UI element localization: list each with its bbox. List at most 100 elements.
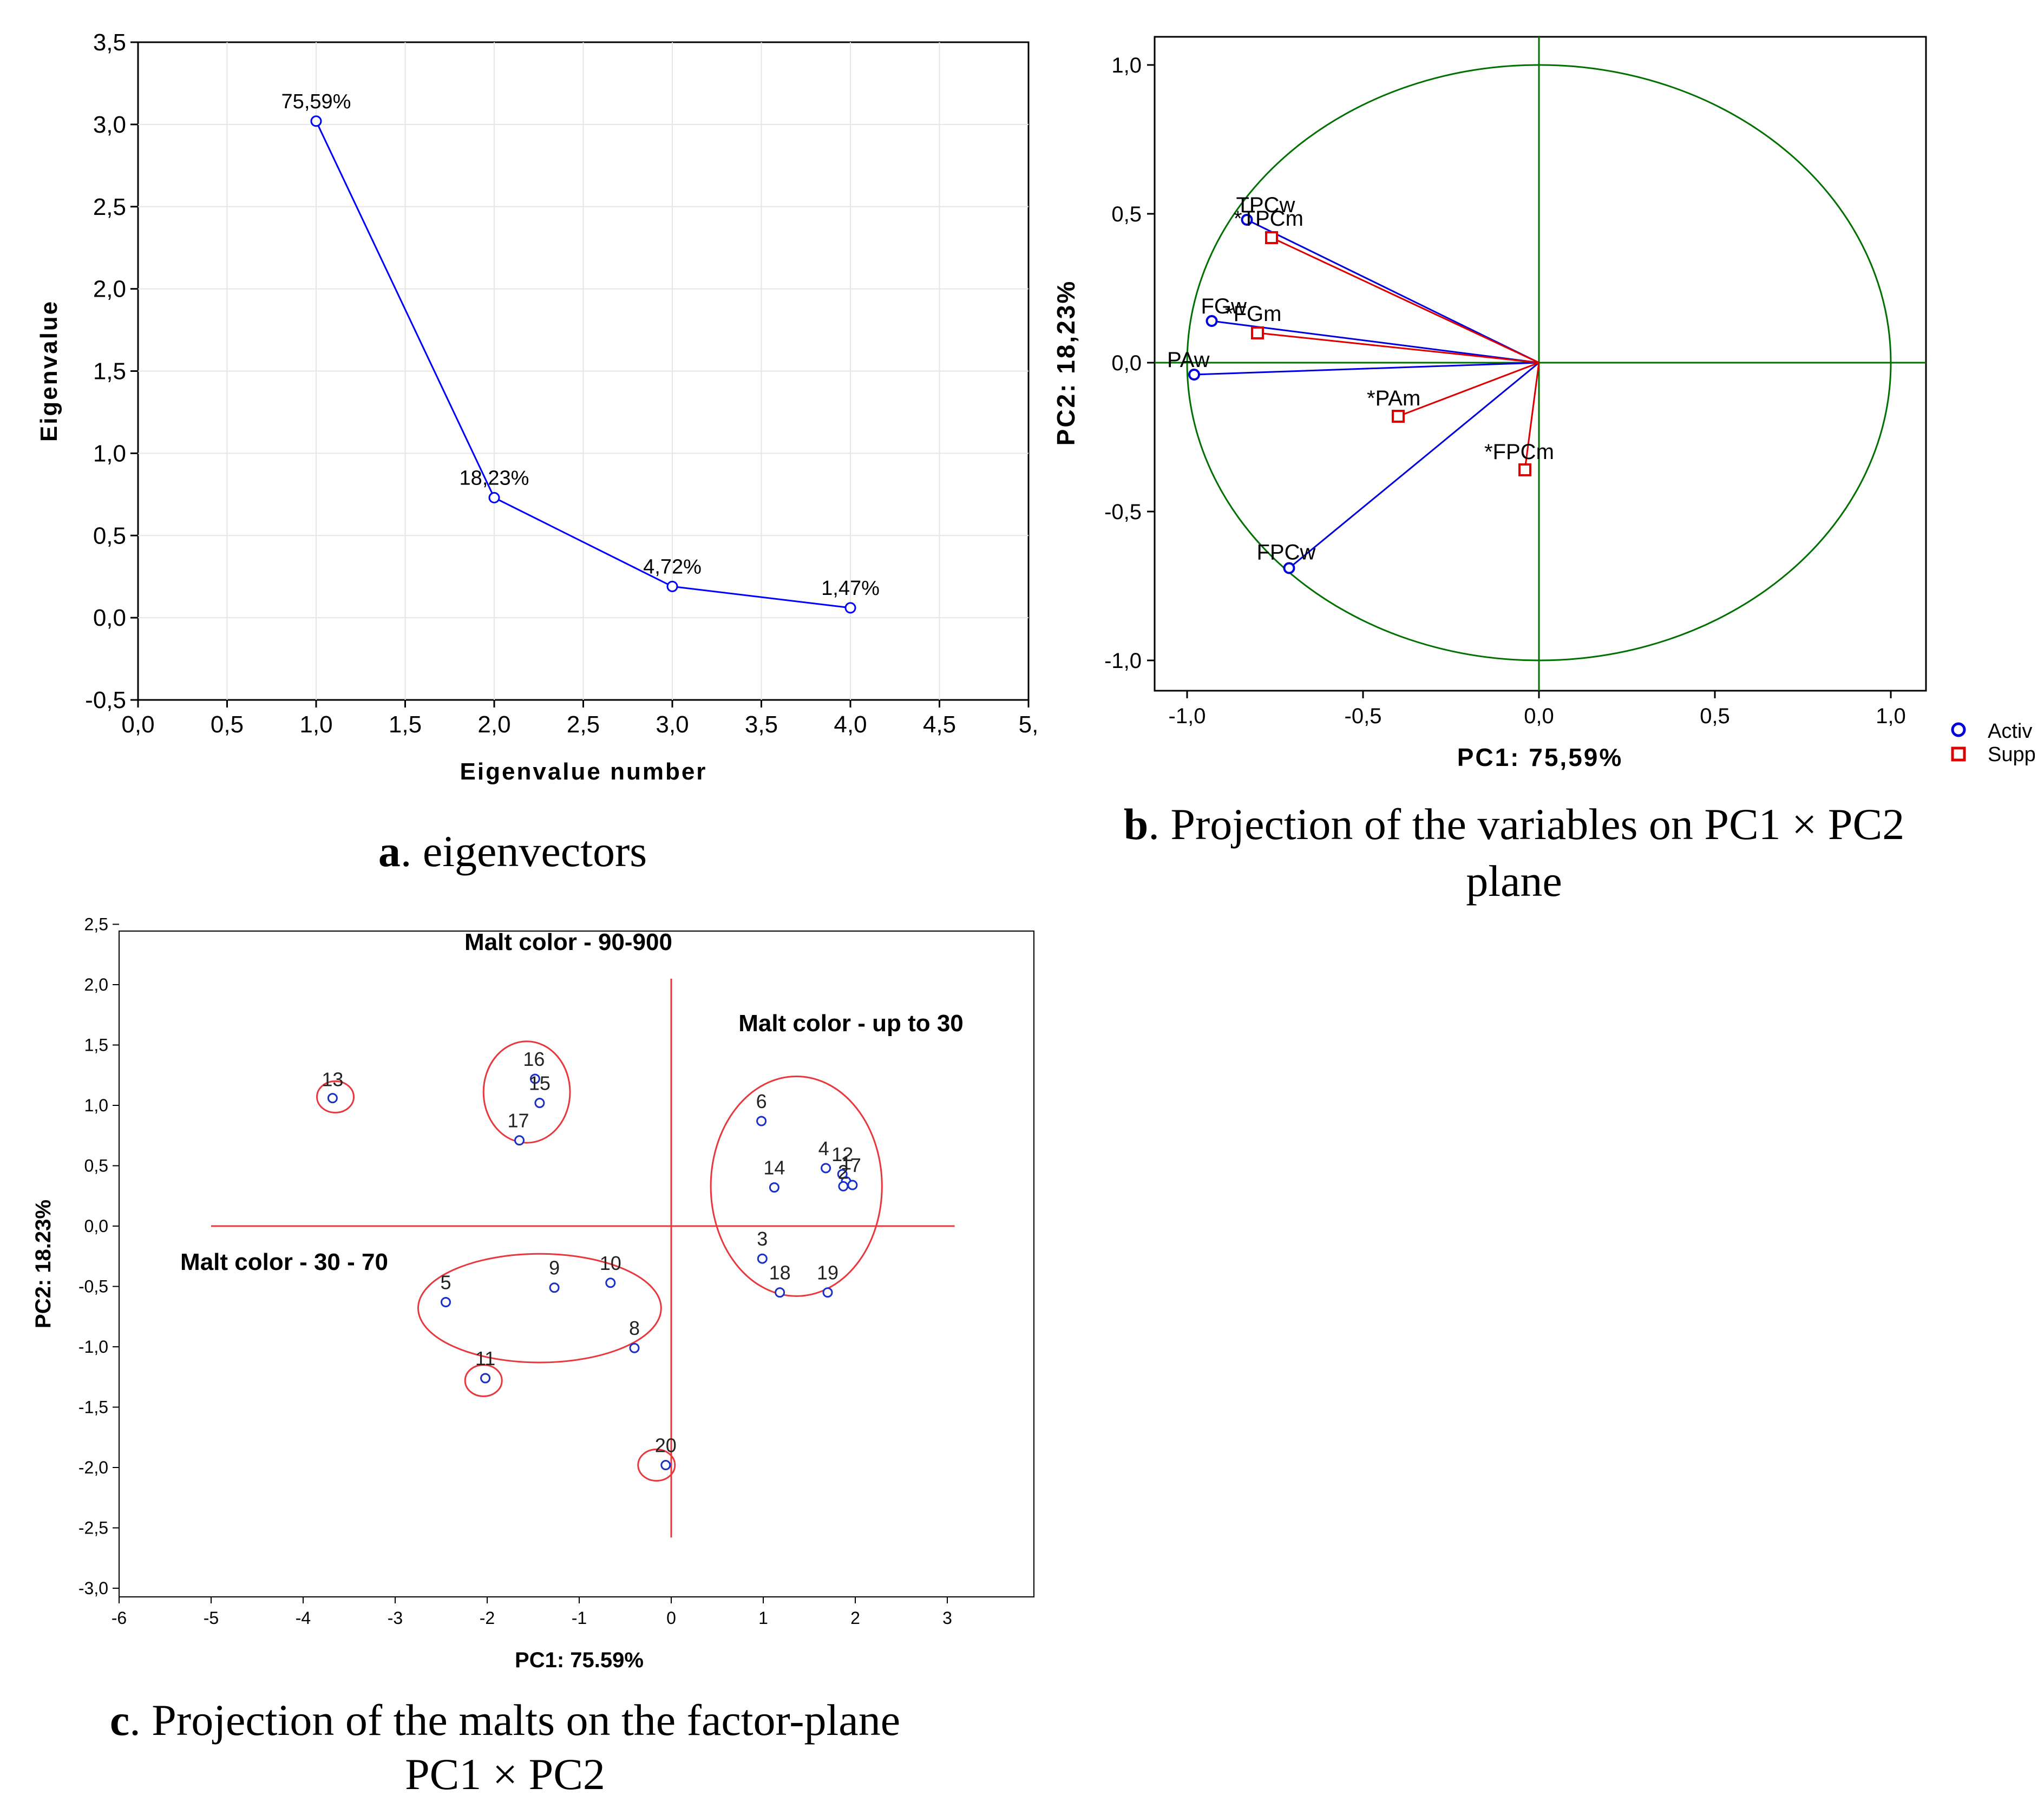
panel-c-ytick-label: -1,5 — [78, 1398, 108, 1417]
panel-a-series-line — [315, 121, 851, 609]
panel-c-ytick-label: 2,0 — [84, 975, 108, 994]
panel-c-malt-point — [441, 1296, 451, 1307]
legend-active-label: Activ — [1988, 720, 2032, 743]
panel-a-ytick-label: 2,0 — [93, 276, 126, 303]
panel-a-ytick-label: -0,5 — [85, 687, 126, 713]
panel-a-ytick-label: 0,0 — [93, 605, 126, 631]
panel-c-malt-point — [757, 1253, 768, 1264]
panel-a-xtick-label: 4,5 — [923, 711, 956, 738]
panel-c-malt-point — [756, 1116, 767, 1126]
panel-c-malt-label: 11 — [475, 1347, 495, 1370]
panel-b-x-axis-label: PC1: 75,59% — [1457, 743, 1623, 771]
panel-b-y-axis-label: PC2: 18,23% — [1052, 280, 1080, 446]
panel-c-malt-label: 20 — [655, 1434, 677, 1457]
panel-a-data-point — [844, 602, 856, 614]
panel-a-data-point — [310, 115, 322, 127]
panel-c-malt-label: 8 — [629, 1317, 640, 1339]
caption-c-letter: c — [110, 1695, 129, 1745]
panel-c-xtick-label: 2 — [850, 1608, 860, 1628]
panel-c-xtick-label: 0 — [666, 1608, 676, 1628]
panel-c-xtick-label: -3 — [388, 1608, 403, 1628]
caption-b-line2: plane — [1466, 856, 1562, 906]
panel-c-ytick-label: -0,5 — [78, 1277, 108, 1296]
panel-a-xtick-label: 0,0 — [121, 711, 154, 738]
panel-b-variable-label: *FPCm — [1484, 440, 1554, 464]
panel-c-malt-point — [549, 1282, 560, 1293]
caption-b-letter: b — [1124, 800, 1149, 849]
panel-c-malt-label: 15 — [529, 1072, 551, 1095]
legend-supp-marker — [1951, 746, 1966, 762]
caption-c-line2: PC1 × PC2 — [405, 1750, 605, 1795]
cluster-ellipse-up-to-30 — [710, 1075, 883, 1297]
panel-a-ytick-label: 1,0 — [93, 440, 126, 467]
panel-c-malt-label: 13 — [322, 1069, 343, 1091]
panel-c-ytick-label: -3,0 — [78, 1578, 108, 1598]
panel-b-variable-label: *PAm — [1367, 386, 1420, 410]
panel-c-malt-label: 10 — [600, 1252, 621, 1274]
panel-c-xtick-label: 1 — [758, 1608, 768, 1628]
panel-b-active-point — [1188, 369, 1200, 381]
panel-a-xtick-label: 3,0 — [656, 711, 689, 738]
panel-b-vector-line — [1194, 362, 1539, 376]
panel-b-ytick-label: 0,5 — [1111, 202, 1142, 226]
panel-c-malt-label: 6 — [756, 1090, 767, 1112]
panel-c-xtick-label: -6 — [112, 1608, 127, 1628]
cluster-ellipse-90-900 — [482, 1040, 571, 1144]
panel-b-xtick-label: -0,5 — [1345, 704, 1382, 728]
panel-b-active-point — [1206, 315, 1218, 327]
panel-a-ytick-label: 1,5 — [93, 358, 126, 385]
panel-b-ytick-label: 0,0 — [1111, 351, 1142, 375]
panel-a-xtick-label: 5, — [1019, 711, 1039, 738]
panel-c-malt-projection: -6 -5 -4 -3 -2 -1 0 1 2 3 -3,0-2,5-2,0-1,5-1,0-0,… — [31, 915, 1034, 1672]
panel-c-xtick-label: -4 — [296, 1608, 311, 1628]
caption-a-text: . eigenvectors — [401, 827, 647, 876]
panel-a-data-point — [488, 492, 500, 503]
panel-b-vector-line — [1524, 362, 1540, 470]
panel-b-variable-label: PAw — [1167, 348, 1210, 372]
panel-a-xtick-label: 3,5 — [745, 711, 778, 738]
panel-b-xtick-label: 0,0 — [1524, 704, 1554, 728]
legend-supp-label: Supp — [1988, 743, 2036, 766]
panel-c-malt-point — [480, 1373, 491, 1384]
panel-c-ytick-label: 0,0 — [84, 1216, 108, 1236]
panel-c-malt-label: 12 — [831, 1143, 853, 1165]
panel-b-supp-point — [1518, 463, 1531, 476]
caption-b-line1: b. Projection of the variables on PC1 × … — [1124, 800, 1904, 849]
panel-b-supp-point — [1265, 231, 1278, 244]
panel-c-malt-label: 7 — [850, 1154, 861, 1176]
panel-a-xtick-label: 0,5 — [211, 711, 244, 738]
legend-active-marker — [1951, 722, 1966, 737]
panel-a-point-label: 75,59% — [281, 90, 351, 113]
panel-c-malt-point — [660, 1460, 671, 1471]
panel-b-vector-line — [1211, 320, 1539, 364]
panel-c-malt-label: 16 — [523, 1048, 545, 1070]
panel-b-vector-line — [1288, 362, 1539, 569]
panel-c-ytick-label: 0,5 — [84, 1156, 108, 1176]
annotation-malt-30-70: Malt color - 30 - 70 — [180, 1249, 388, 1275]
panel-c-xtick-label: -5 — [204, 1608, 219, 1628]
panel-b-active-point — [1241, 214, 1253, 226]
panel-c-malt-point — [514, 1135, 525, 1146]
panel-a-xtick-label: 2,5 — [567, 711, 600, 738]
panel-c-malt-label: 18 — [769, 1262, 791, 1284]
panel-a-xtick-label: 1,5 — [389, 711, 422, 738]
panel-c-xtick-label: -2 — [480, 1608, 495, 1628]
panel-c-malt-label: 9 — [549, 1257, 560, 1279]
panel-c-malt-label: 4 — [818, 1137, 829, 1159]
panel-c-malt-point — [629, 1342, 640, 1353]
panel-a-eigenvalue-chart: 0,0 0,5 1,0 1,5 2,0 2,5 3,0 3,5 4,0 4,5 5, -0,50,0… — [36, 29, 1038, 785]
panel-a-xtick-label: 1,0 — [299, 711, 332, 738]
panel-c-malt-point — [822, 1287, 833, 1298]
cluster-ellipse-13 — [316, 1080, 355, 1113]
panel-a-x-axis-label: Eigenvalue number — [460, 758, 707, 785]
caption-c-line1: c. Projection of the malts on the factor… — [110, 1695, 900, 1745]
panel-c-ytick-label: -2,5 — [78, 1518, 108, 1538]
panel-b-active-point — [1283, 562, 1295, 574]
panel-c-malt-point — [534, 1098, 545, 1109]
panel-b-ytick-label: 1,0 — [1111, 54, 1142, 77]
annotation-malt-90-900: Malt color - 90-900 — [464, 929, 672, 955]
panel-a-point-label: 4,72% — [643, 555, 702, 578]
panel-c-x-axis-label: PC1: 75.59% — [515, 1648, 644, 1672]
panel-c-malt-label: 17 — [507, 1110, 529, 1132]
